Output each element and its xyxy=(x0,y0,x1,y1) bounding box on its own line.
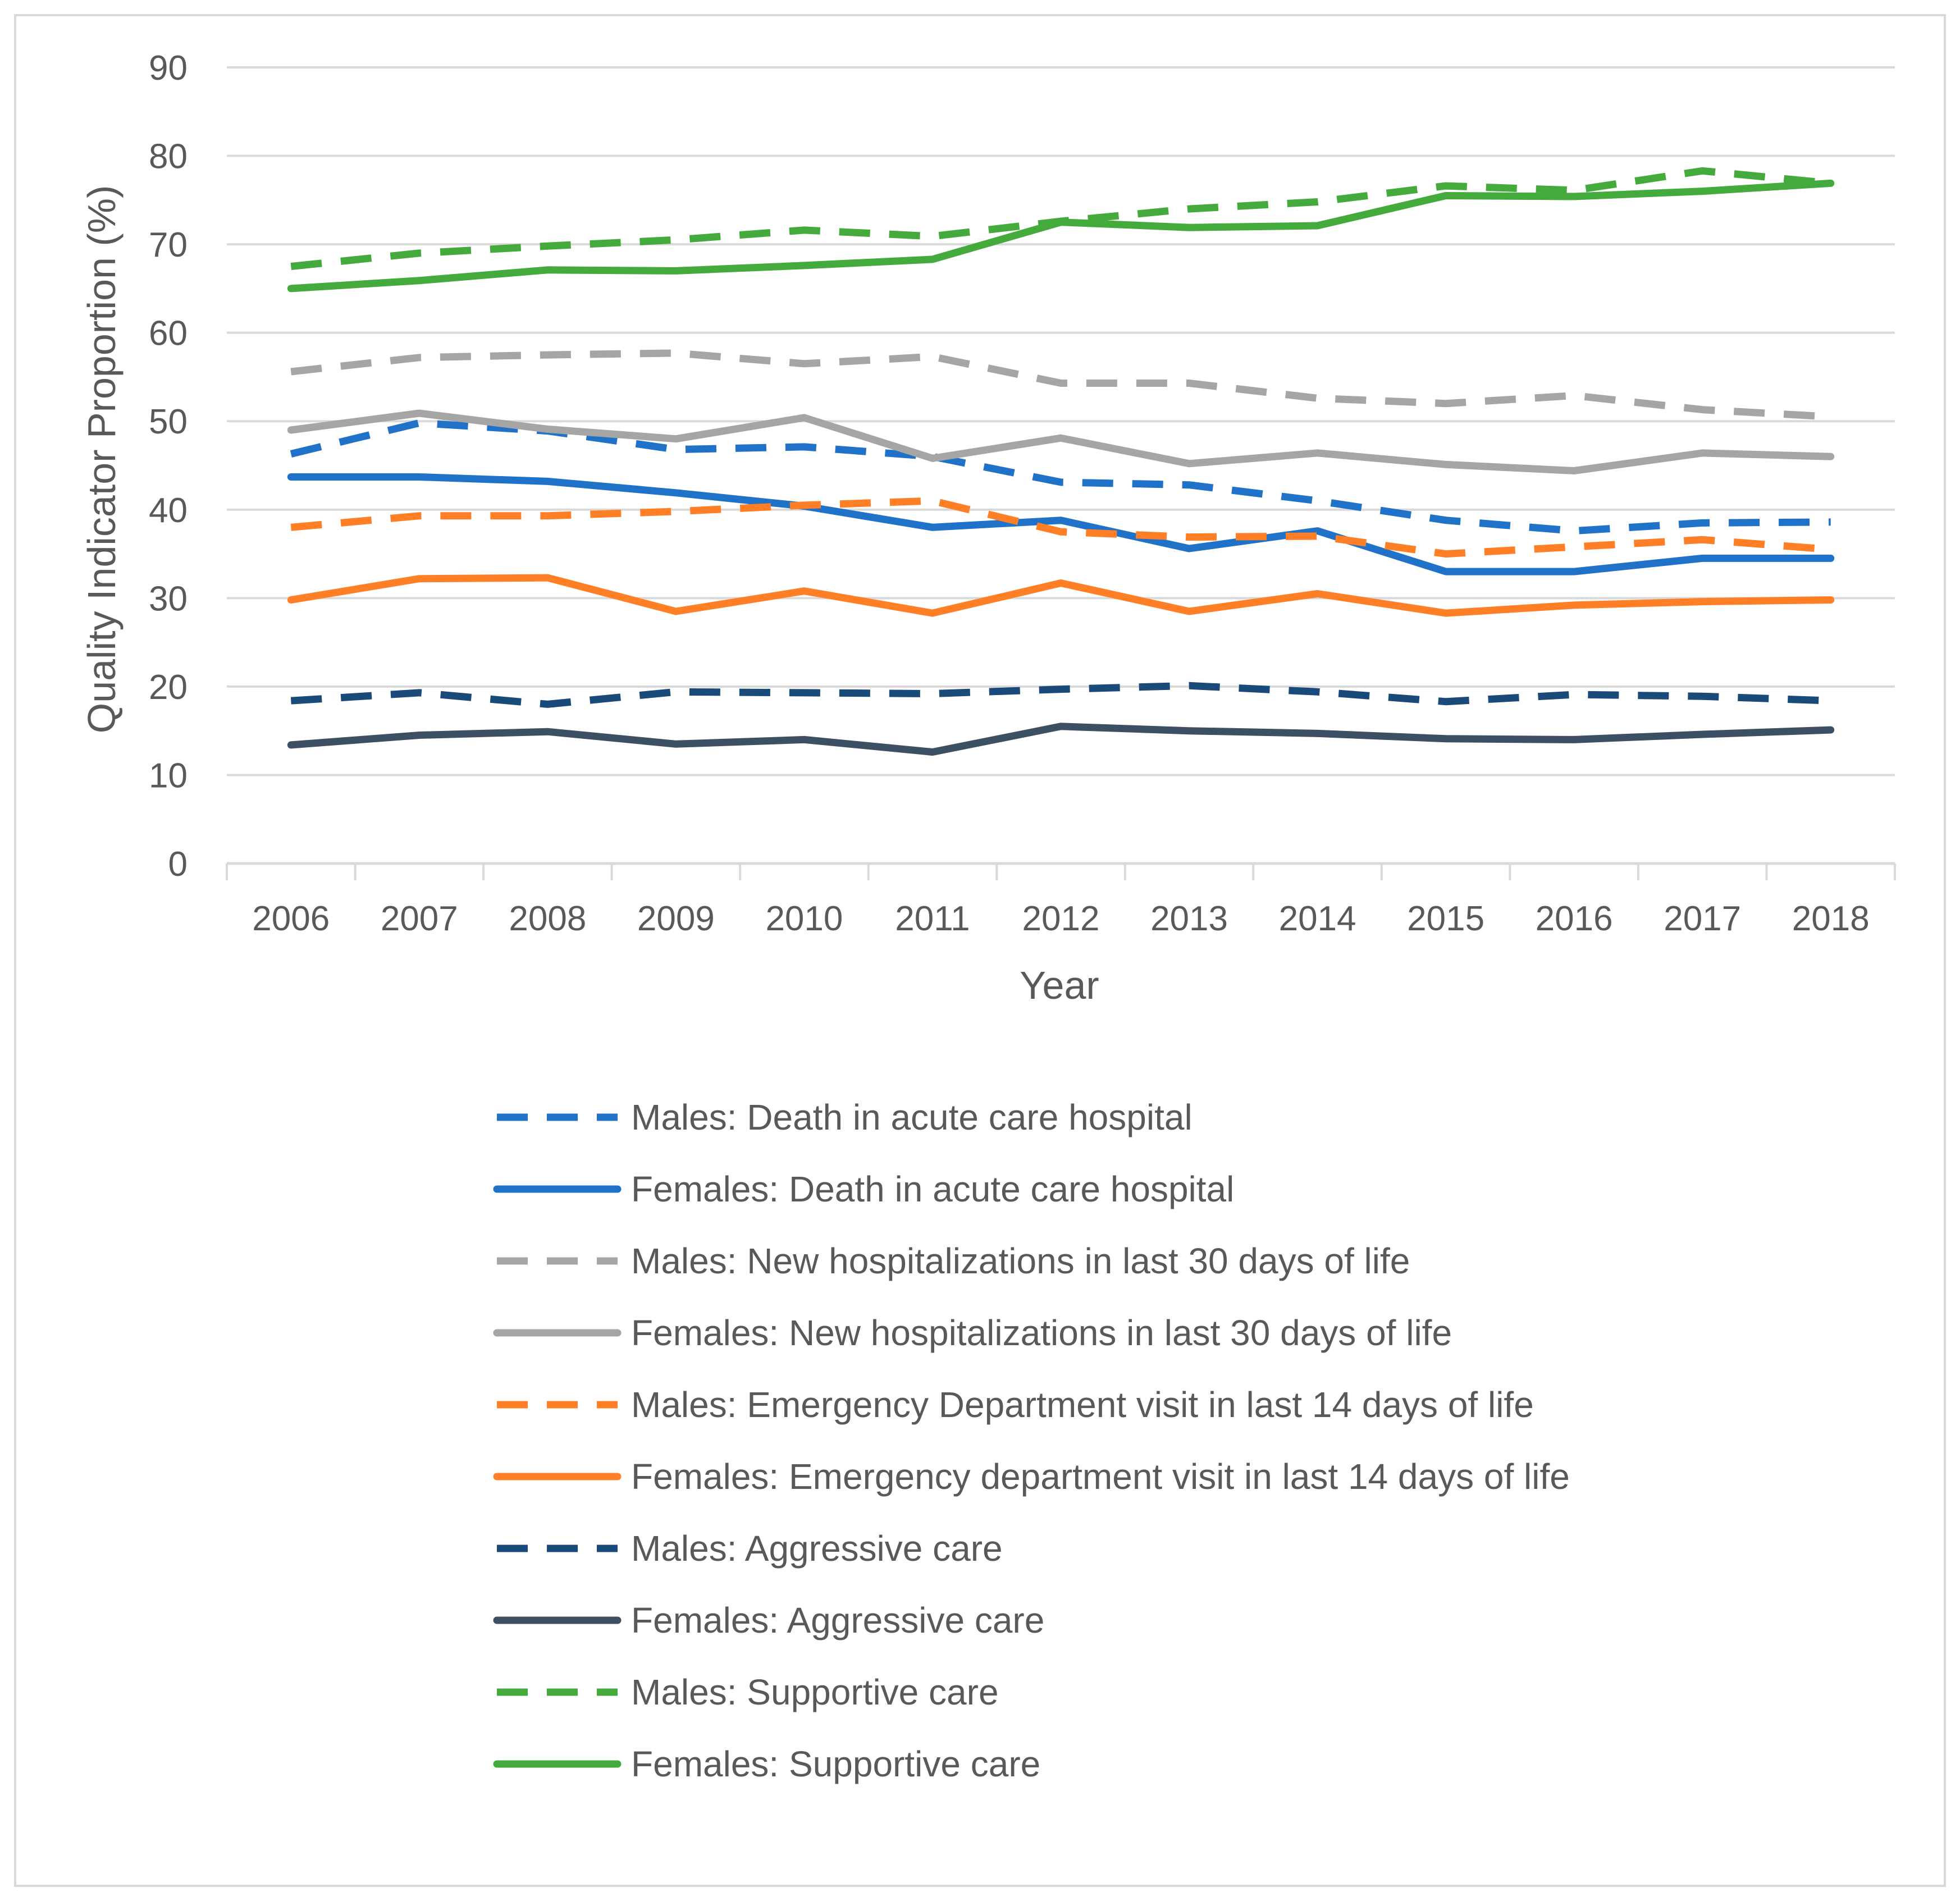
series-line-7 xyxy=(290,682,1831,708)
series-line-6 xyxy=(287,574,1835,617)
x-tick-label: 2006 xyxy=(252,899,330,938)
x-tick-label: 2007 xyxy=(381,899,458,938)
series-line-10 xyxy=(287,179,1835,293)
x-tick-label: 2008 xyxy=(509,899,586,938)
legend-label: Males: Aggressive care xyxy=(631,1528,1003,1569)
y-tick-label: 90 xyxy=(149,49,188,88)
legend-item: Males: Supportive care xyxy=(497,1672,999,1712)
x-tick-label: 2012 xyxy=(1022,899,1100,938)
y-tick-label: 60 xyxy=(149,314,188,353)
x-axis xyxy=(226,862,1896,880)
series-lines xyxy=(287,167,1835,756)
legend-label: Females: New hospitalizations in last 30… xyxy=(631,1313,1452,1353)
legend: Males: Death in acute care hospital Femal… xyxy=(493,1097,1570,1784)
y-tick-label: 70 xyxy=(149,226,188,264)
legend-label: Males: Supportive care xyxy=(631,1672,999,1712)
chart-frame xyxy=(14,14,1946,1887)
legend-item: Females: Aggressive care xyxy=(493,1600,1044,1640)
y-tick-label: 10 xyxy=(149,756,188,795)
legend-item: Males: Aggressive care xyxy=(497,1528,1003,1569)
legend-label: Females: Supportive care xyxy=(631,1744,1040,1784)
gridlines xyxy=(227,66,1895,776)
legend-item: Males: Emergency Department visit in las… xyxy=(497,1384,1534,1425)
y-tick-label: 20 xyxy=(149,668,188,707)
series-line-3 xyxy=(290,349,1831,421)
y-tick-label: 40 xyxy=(149,491,188,530)
x-tick-label: 2009 xyxy=(637,899,715,938)
x-tick-label: 2018 xyxy=(1792,899,1870,938)
x-tick-label: 2016 xyxy=(1536,899,1613,938)
series-line-8 xyxy=(287,723,1835,756)
legend-item: Males: New hospitalizations in last 30 d… xyxy=(497,1241,1410,1281)
y-tick-label: 30 xyxy=(149,579,188,618)
legend-label: Females: Aggressive care xyxy=(631,1600,1044,1640)
legend-item: Females: Emergency department visit in l… xyxy=(493,1456,1570,1497)
x-tick-label: 2014 xyxy=(1279,899,1356,938)
legend-item: Females: Supportive care xyxy=(493,1744,1040,1784)
x-tick-label: 2015 xyxy=(1407,899,1484,938)
legend-label: Males: New hospitalizations in last 30 d… xyxy=(631,1241,1410,1281)
x-axis-title: Year xyxy=(1020,963,1099,1007)
legend-label: Females: Death in acute care hospital xyxy=(631,1169,1234,1209)
x-tick-label: 2017 xyxy=(1664,899,1741,938)
legend-label: Males: Death in acute care hospital xyxy=(631,1097,1193,1137)
legend-item: Females: New hospitalizations in last 30… xyxy=(493,1313,1452,1353)
y-tick-label: 80 xyxy=(149,138,188,176)
x-tick-label: 2010 xyxy=(765,899,843,938)
y-tick-label: 50 xyxy=(149,403,188,441)
x-tick-label: 2013 xyxy=(1150,899,1228,938)
series-line-2 xyxy=(287,473,1835,575)
axis-labels: 0 10 20 30 40 50 60 70 80 90 2006 2007 2008 2009 2010 2… xyxy=(149,49,1870,938)
legend-item: Males: Death in acute care hospital xyxy=(497,1097,1193,1137)
legend-item: Females: Death in acute care hospital xyxy=(493,1169,1234,1209)
x-tick-label: 2011 xyxy=(895,899,970,938)
series-line-4 xyxy=(287,409,1835,474)
y-axis-title: Quality Indicator Proportion (%) xyxy=(80,185,124,734)
legend-label: Females: Emergency department visit in l… xyxy=(631,1456,1570,1497)
y-tick-label: 0 xyxy=(168,845,188,884)
series-line-5 xyxy=(290,497,1831,558)
legend-label: Males: Emergency Department visit in las… xyxy=(631,1384,1534,1425)
